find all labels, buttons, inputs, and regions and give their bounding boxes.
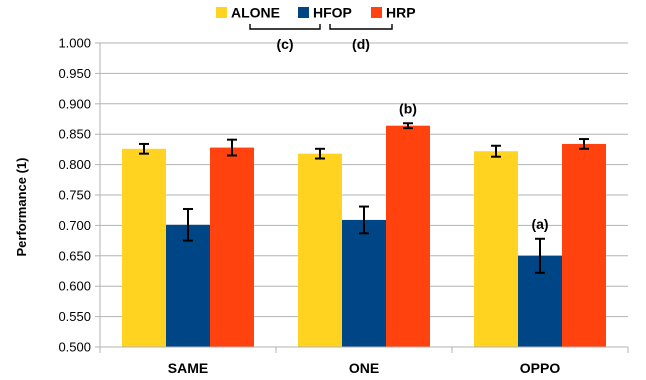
y-tick-label: 0.800 xyxy=(58,157,91,172)
error-bar xyxy=(359,205,369,235)
bar-hrp-same xyxy=(210,147,254,347)
x-tick-label: ONE xyxy=(349,360,379,376)
bars xyxy=(122,125,606,347)
error-bar xyxy=(227,138,237,157)
legend-label-hfop: HFOP xyxy=(313,5,352,21)
bar-alone-same xyxy=(122,148,166,347)
error-bar xyxy=(315,147,325,160)
y-tick-label: 1.000 xyxy=(58,36,91,51)
y-tick-label: 0.900 xyxy=(58,96,91,111)
bar-alone-one xyxy=(298,153,342,347)
bar-alone-oppo xyxy=(474,151,518,347)
x-tick-label: OPPO xyxy=(520,360,561,376)
legend-bracket-label: (d) xyxy=(352,36,370,52)
y-tick-label: 0.850 xyxy=(58,127,91,142)
bar-hrp-oppo xyxy=(562,143,606,347)
legend-swatch-hrp xyxy=(371,7,382,18)
x-tick-label: SAME xyxy=(168,360,208,376)
y-tick-label: 0.650 xyxy=(58,248,91,263)
x-axis: SAME ONE OPPO xyxy=(99,346,629,376)
error-bar xyxy=(139,142,149,155)
bar-hrp-one xyxy=(386,125,430,347)
annotation-label: (b) xyxy=(399,100,417,116)
error-bar xyxy=(403,122,413,130)
legend-bracket-label: (c) xyxy=(276,36,293,52)
y-axis-label: Performance (1) xyxy=(14,158,29,257)
error-bar xyxy=(491,144,501,158)
error-bar xyxy=(535,237,545,274)
legend-label-hrp: HRP xyxy=(386,5,416,21)
error-bars xyxy=(139,122,589,274)
y-tick-label: 0.750 xyxy=(58,188,91,203)
y-tick-label: 0.700 xyxy=(58,218,91,233)
y-tick-label: 0.950 xyxy=(58,66,91,81)
error-bar xyxy=(183,207,193,242)
annotation-label: (a) xyxy=(531,216,548,232)
legend-bracket: (c) xyxy=(249,24,321,52)
y-tick-label: 0.550 xyxy=(58,309,91,324)
annotations: (a) (b) xyxy=(399,100,549,232)
y-axis: 0.500 0.550 0.600 0.650 0.700 0.750 0.800 0.850… xyxy=(58,36,101,355)
y-tick-label: 0.500 xyxy=(58,340,91,355)
legend-label-alone: ALONE xyxy=(231,5,280,21)
legend-bracket: (d) xyxy=(329,24,393,52)
bar-hfop-same xyxy=(166,224,210,347)
bar-hfop-one xyxy=(342,219,386,347)
y-tick-label: 0.600 xyxy=(58,279,91,294)
legend-swatch-hfop xyxy=(298,7,309,18)
error-bar xyxy=(579,138,589,150)
legend: ALONE HFOP HRP (c) (d) xyxy=(216,5,416,52)
legend-swatch-alone xyxy=(216,7,227,18)
